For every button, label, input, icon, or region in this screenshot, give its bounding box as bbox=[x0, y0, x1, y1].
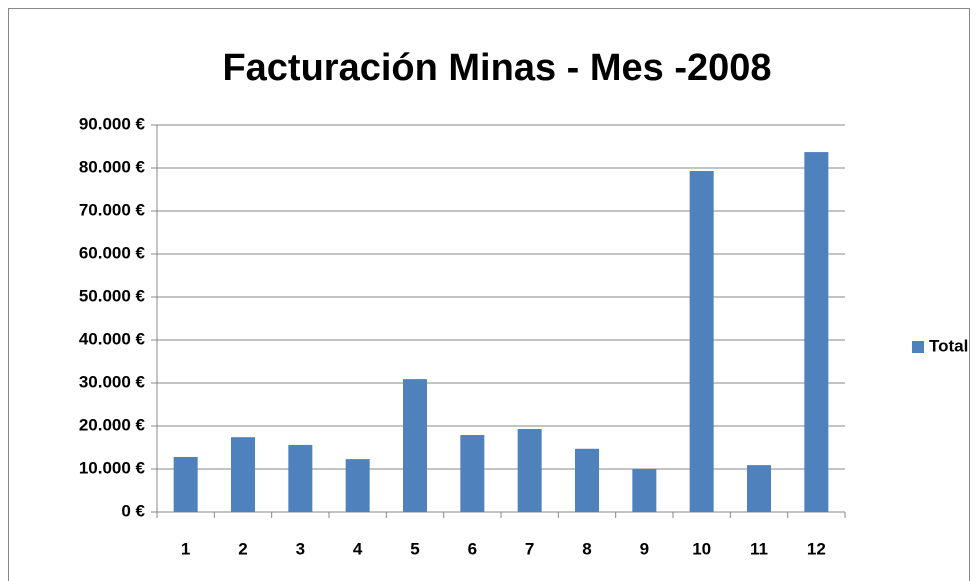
bar bbox=[231, 437, 255, 512]
bar bbox=[460, 435, 485, 512]
bar bbox=[288, 444, 313, 512]
bar bbox=[689, 171, 714, 512]
x-tick-label: 4 bbox=[353, 539, 363, 558]
bar bbox=[173, 456, 198, 512]
y-tick-label: 50.000 € bbox=[79, 286, 146, 305]
y-tick-label: 90.000 € bbox=[79, 114, 146, 133]
x-tick-label: 5 bbox=[410, 539, 419, 558]
legend-label: Total bbox=[929, 336, 968, 355]
x-tick-label: 2 bbox=[238, 539, 247, 558]
y-tick-label: 40.000 € bbox=[79, 329, 146, 348]
y-tick-label: 20.000 € bbox=[79, 415, 146, 434]
y-tick-label: 80.000 € bbox=[79, 157, 146, 176]
y-tick-label: 0 € bbox=[121, 501, 145, 520]
x-tick-label: 11 bbox=[750, 539, 768, 558]
y-tick-label: 70.000 € bbox=[79, 200, 146, 219]
x-tick-label: 3 bbox=[296, 539, 305, 558]
x-tick-label: 1 bbox=[181, 539, 190, 558]
bar bbox=[517, 429, 542, 512]
x-tick-label: 12 bbox=[807, 539, 826, 558]
x-tick-label: 10 bbox=[692, 539, 711, 558]
bar bbox=[804, 152, 829, 512]
y-tick-label: 30.000 € bbox=[79, 372, 146, 391]
bar bbox=[575, 448, 599, 512]
y-tick-label: 10.000 € bbox=[79, 458, 146, 477]
y-tick-label: 60.000 € bbox=[79, 243, 146, 262]
x-tick-label: 6 bbox=[468, 539, 477, 558]
bar bbox=[632, 469, 657, 512]
x-tick-label: 8 bbox=[582, 539, 591, 558]
x-tick-label: 9 bbox=[640, 539, 649, 558]
legend-swatch bbox=[912, 341, 924, 353]
bar bbox=[345, 459, 370, 512]
bar bbox=[747, 465, 771, 512]
chart-title: Facturación Minas - Mes -2008 bbox=[222, 47, 771, 89]
bar bbox=[403, 379, 427, 512]
x-tick-label: 7 bbox=[525, 539, 534, 558]
